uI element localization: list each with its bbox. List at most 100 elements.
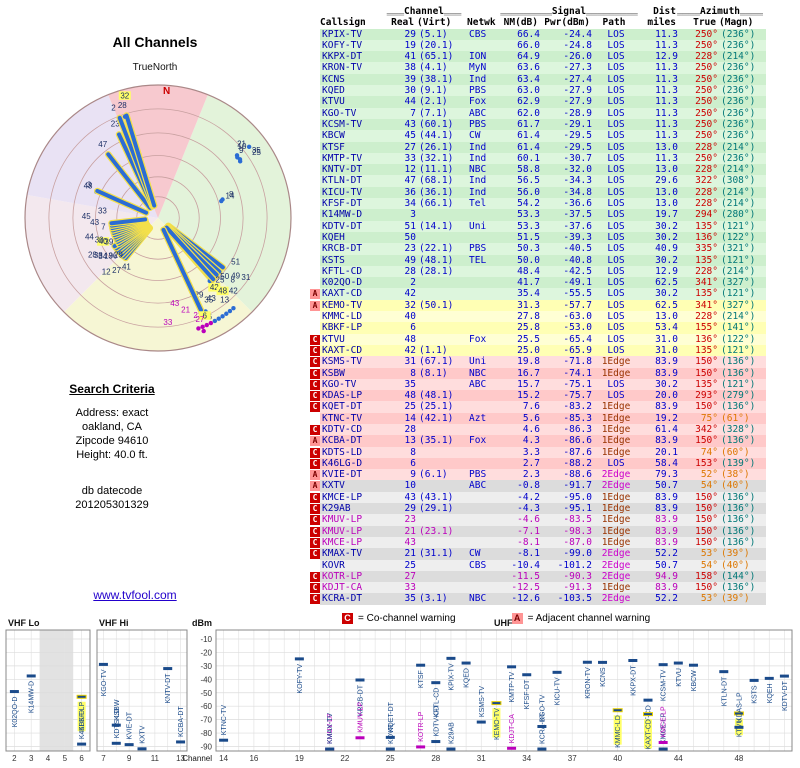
cell-dist: 13.0 bbox=[655, 311, 678, 323]
cell-pwr: -53.0 bbox=[563, 322, 592, 334]
adjacent-channel-flag-icon: A bbox=[310, 436, 320, 447]
flag-spacer bbox=[310, 561, 320, 571]
station-label: KTSF bbox=[418, 670, 425, 688]
cell-netwk bbox=[464, 266, 502, 277]
co-channel-legend-text: = Co-channel warning bbox=[358, 613, 456, 624]
station-label-group: KMMC-LD bbox=[613, 715, 622, 748]
cell-true: 228° bbox=[695, 265, 718, 277]
tvfool-link[interactable]: www.tvfool.com bbox=[93, 588, 177, 602]
cell-pwr: -91.7 bbox=[563, 480, 592, 492]
cell-callsign: KQET-DT bbox=[322, 401, 363, 413]
station-label-group: KMCE-LP bbox=[661, 713, 668, 744]
cell-pwr: -74.1 bbox=[563, 367, 592, 379]
cell-virt: (25.1) bbox=[419, 401, 454, 413]
cell-virt bbox=[416, 582, 464, 593]
radar-channel-label: 38 bbox=[94, 251, 103, 260]
signal-marker bbox=[124, 743, 134, 747]
cell-magn: (328°) bbox=[721, 423, 756, 435]
cell-path: LOS bbox=[607, 231, 625, 243]
cell-path: LOS bbox=[607, 141, 625, 153]
station-label: KOTR-LP bbox=[418, 711, 425, 742]
station-label-group: K46LG-D bbox=[79, 710, 86, 739]
cell-path: 1Edge bbox=[601, 536, 631, 548]
cell-nm: 63.4 bbox=[517, 73, 540, 85]
table-row: KOVR 25 CBS -10.4 -101.2 2Edge 50.7 54° (40°) bbox=[310, 559, 800, 571]
cell-true: 135° bbox=[695, 288, 718, 300]
signal-marker bbox=[733, 711, 744, 716]
station-label: KAXT-CD bbox=[646, 719, 653, 749]
table-row: C KQET-DT 25 (25.1) 7.6 -83.2 1Edge 83.9 150° (13… bbox=[310, 401, 800, 413]
cell-pwr: -29.5 bbox=[563, 141, 592, 153]
cell-nm: -8.1 bbox=[517, 548, 540, 560]
cell-real: 47 bbox=[404, 175, 416, 187]
cell-true: 136° bbox=[695, 333, 718, 345]
table-row: KKPX-DT 41 (65.1) ION 64.9 -26.0 LOS 12.9 228° (2… bbox=[310, 51, 800, 63]
station-label-group: KBCW bbox=[691, 670, 698, 691]
signal-marker bbox=[612, 708, 623, 713]
cell-path: 1Edge bbox=[601, 446, 631, 458]
station-label: KEMO-TV bbox=[494, 708, 501, 740]
cell-nm: 41.7 bbox=[517, 277, 540, 289]
cell-netwk: CW bbox=[469, 548, 481, 560]
station-label-group: KDJT-CA bbox=[509, 714, 516, 744]
cell-callsign: KMMC-LD bbox=[322, 311, 363, 323]
radar-channel-label: 21 bbox=[181, 306, 190, 315]
cell-netwk bbox=[464, 492, 502, 503]
station-label-group: KEMO-TV bbox=[492, 708, 501, 740]
co-channel-flag-icon: C bbox=[310, 447, 320, 458]
table-row: KTNC-TV 14 (42.1) Azt 5.6 -85.3 1Edge 19.2 75° (6… bbox=[310, 412, 800, 424]
cell-virt: (48.1) bbox=[419, 254, 454, 266]
flag-spacer bbox=[310, 97, 320, 107]
cell-virt: (67.1) bbox=[419, 356, 454, 368]
cell-callsign: KICU-TV bbox=[322, 186, 363, 198]
cell-callsign: KXTV bbox=[322, 480, 345, 492]
radar-channel-label: 28 bbox=[88, 250, 97, 259]
cell-virt bbox=[416, 322, 464, 333]
cell-magn: (236°) bbox=[721, 28, 756, 40]
signal-marker bbox=[163, 667, 173, 671]
cell-nm: -12.5 bbox=[511, 582, 540, 594]
cell-real: 51 bbox=[404, 220, 416, 232]
station-label-group: KMUV-LP bbox=[327, 713, 334, 744]
search-criteria-lines: Address: exact oakland, CA Zipcode 94610 He… bbox=[12, 406, 212, 462]
y-tick-label: -30 bbox=[200, 662, 212, 671]
cell-magn: (279°) bbox=[721, 390, 756, 402]
table-row: C K46LG-D 6 2.7 -88.2 LOS 58.4 153° (139°) bbox=[310, 457, 800, 470]
cell-real: 36 bbox=[404, 186, 416, 198]
cell-callsign: KMUV-LP bbox=[322, 514, 363, 526]
radar-channel-label: 27 bbox=[195, 315, 204, 324]
cell-path: LOS bbox=[607, 243, 625, 255]
station-label-group: K02QO-D bbox=[12, 697, 19, 728]
radar-label-highlight bbox=[97, 237, 110, 246]
cell-magn: (214°) bbox=[721, 198, 756, 210]
cell-magn: (61°) bbox=[721, 412, 750, 424]
cell-real: 25 bbox=[404, 559, 416, 571]
cell-virt: (2.1) bbox=[419, 96, 448, 108]
cell-true: 250° bbox=[695, 130, 718, 142]
cell-virt: (44.1) bbox=[419, 130, 454, 142]
signal-marker bbox=[385, 735, 395, 739]
cell-real: 29 bbox=[404, 28, 416, 40]
cell-netwk bbox=[464, 390, 502, 401]
cell-virt: (9.1) bbox=[419, 85, 448, 97]
cell-netwk bbox=[464, 40, 502, 51]
cell-pwr: -49.1 bbox=[563, 277, 592, 289]
x-tick-label: 13 bbox=[176, 754, 185, 763]
flag-spacer bbox=[310, 52, 320, 62]
table-row: C KTVU 48 Fox 25.5 -65.4 LOS 31.0 136° (122°) bbox=[310, 333, 800, 345]
radar-dot bbox=[208, 320, 214, 326]
signal-marker bbox=[176, 740, 186, 744]
radar-channel-label: 35 bbox=[252, 146, 261, 155]
cell-virt: (5.1) bbox=[419, 28, 448, 40]
cell-path: 1Edge bbox=[601, 582, 631, 594]
cell-nm: -4.3 bbox=[517, 503, 540, 515]
cell-dist: 11.3 bbox=[655, 39, 678, 51]
co-channel-flag-icon: C bbox=[310, 526, 320, 537]
station-label: K46LG-D bbox=[79, 710, 86, 739]
radar-bar-core bbox=[106, 152, 152, 210]
x-tick-label: 28 bbox=[431, 754, 440, 763]
radar-channel-label: 3 bbox=[87, 180, 92, 189]
cell-nm: -0.8 bbox=[517, 480, 540, 492]
cell-virt: (42.1) bbox=[419, 412, 454, 424]
signal-marker bbox=[643, 698, 653, 702]
